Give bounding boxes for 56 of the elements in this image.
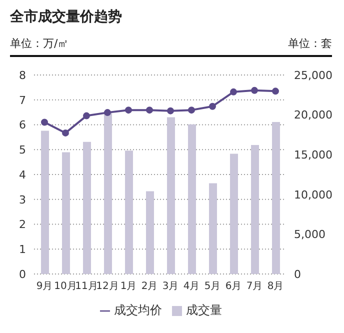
y2-tick-label: 0 bbox=[294, 268, 301, 281]
bar bbox=[62, 152, 70, 274]
y-tick-label: 5 bbox=[19, 144, 26, 157]
x-tick-label: 4月 bbox=[183, 281, 200, 292]
x-tick-label: 12月 bbox=[96, 281, 119, 292]
point bbox=[272, 88, 279, 95]
y-tick-label: 8 bbox=[19, 68, 26, 82]
legend-label: 成交均价 bbox=[114, 303, 162, 317]
x-tick-label: 8月 bbox=[267, 281, 284, 292]
chart-title: 全市成交量价趋势 bbox=[10, 8, 123, 26]
bar bbox=[146, 191, 154, 274]
x-tick-label: 9月 bbox=[36, 281, 53, 292]
bar bbox=[209, 183, 217, 274]
bar bbox=[251, 145, 259, 274]
x-tick-label: 7月 bbox=[246, 281, 263, 292]
x-tick-label: 1月 bbox=[120, 281, 137, 292]
y2-tick-label: 5,000 bbox=[294, 228, 326, 242]
point bbox=[104, 109, 111, 116]
y2-axis-title: 单位：套 bbox=[288, 36, 332, 51]
legend-label: 成交量 bbox=[186, 303, 222, 317]
x-tick-label: 3月 bbox=[162, 281, 179, 292]
point bbox=[251, 86, 258, 94]
x-tick-label: 10月 bbox=[54, 281, 77, 292]
point bbox=[188, 106, 195, 114]
bar bbox=[272, 122, 280, 274]
x-tick-label: 11月 bbox=[75, 281, 98, 292]
y-tick-label: 2 bbox=[19, 218, 26, 232]
x-tick-label: 2月 bbox=[141, 281, 158, 292]
y2-tick-label: 15,000 bbox=[294, 148, 332, 162]
bar bbox=[125, 150, 133, 274]
point bbox=[230, 88, 237, 96]
point bbox=[41, 118, 48, 126]
y2-tick-label: 25,000 bbox=[294, 68, 332, 82]
point bbox=[83, 112, 90, 120]
y-tick-label: 1 bbox=[19, 243, 26, 256]
bar bbox=[167, 117, 175, 274]
point bbox=[62, 129, 69, 136]
bar bbox=[41, 130, 49, 274]
bar bbox=[230, 154, 238, 274]
y2-tick-label: 20,000 bbox=[294, 108, 332, 122]
bar bbox=[83, 142, 91, 274]
bar bbox=[188, 124, 196, 274]
x-tick-label: 6月 bbox=[225, 281, 242, 292]
y-tick-label: 7 bbox=[19, 94, 26, 107]
y-tick-label: 4 bbox=[19, 168, 26, 182]
x-tick-label: 5月 bbox=[204, 281, 221, 292]
y-tick-label: 0 bbox=[19, 268, 26, 281]
y-tick-label: 6 bbox=[19, 118, 26, 132]
y2-tick-label: 10,000 bbox=[294, 188, 332, 202]
y-axis-title: 单位：万/㎡ bbox=[10, 36, 69, 51]
point bbox=[125, 106, 132, 114]
bar bbox=[104, 113, 112, 274]
point bbox=[167, 107, 174, 114]
point bbox=[146, 106, 153, 114]
point bbox=[209, 102, 216, 110]
y-tick-label: 3 bbox=[19, 193, 26, 206]
